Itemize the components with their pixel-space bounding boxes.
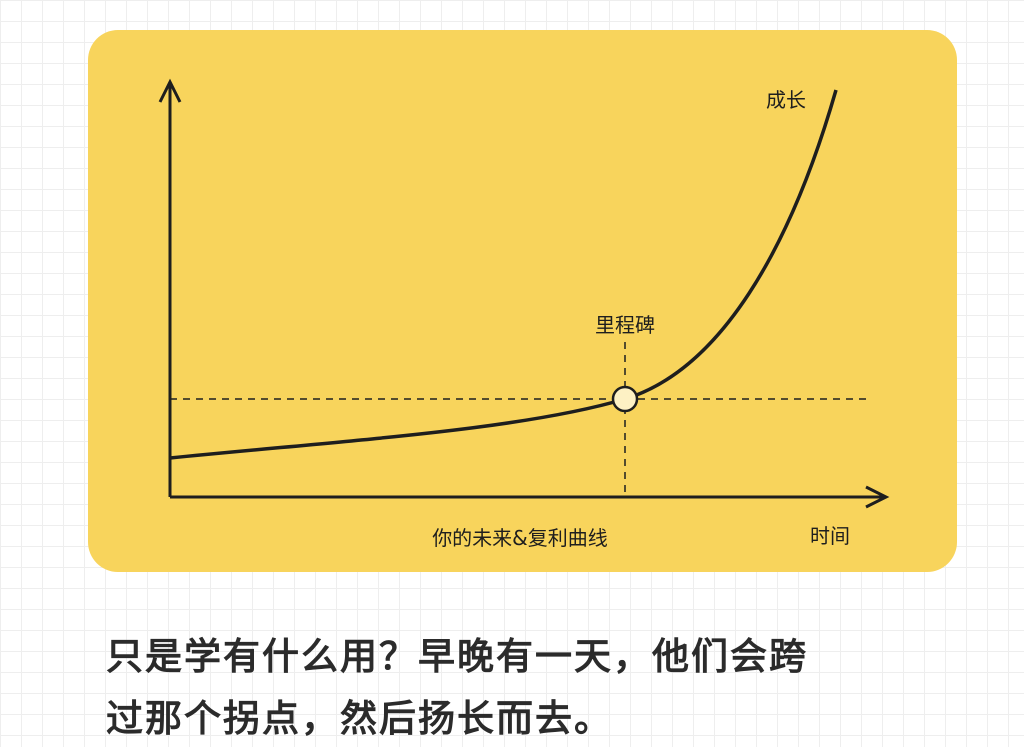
diagram: 成长 里程碑 你的未来&复利曲线 时间 <box>88 30 957 572</box>
x-arrow <box>865 485 890 509</box>
milestone-point <box>611 385 639 413</box>
x-axis-label: 时间 <box>810 524 850 548</box>
y-arrow <box>158 78 182 103</box>
card <box>88 30 957 572</box>
body-line: 过那个拐点，然后扬长而去。 <box>106 697 613 740</box>
milestone-label: 里程碑 <box>595 313 655 337</box>
curve-label: 成长 <box>766 88 806 112</box>
body-line: 只是学有什么用？早晚有一天，他们会跨 <box>106 635 808 678</box>
caption: 你的未来&复利曲线 <box>432 526 608 550</box>
